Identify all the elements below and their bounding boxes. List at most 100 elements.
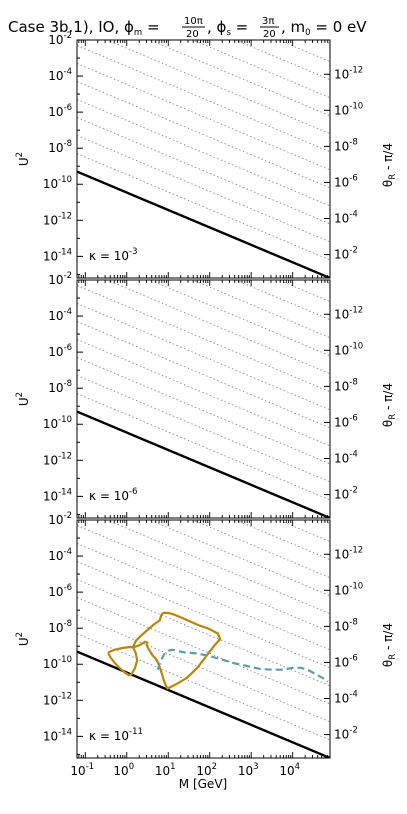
panel-frame xyxy=(76,519,331,759)
y-tick-label: 10-12 xyxy=(43,211,72,227)
dotted-reference-line xyxy=(277,280,330,303)
right-axis-label: θR - π/4 xyxy=(381,383,398,427)
y-tick-label: 10-10 xyxy=(43,655,72,671)
y-tick-label: 10-6 xyxy=(48,583,72,599)
theta-contour-lines xyxy=(77,40,330,261)
y-tick-label: 10-14 xyxy=(43,487,72,503)
dotted-reference-line xyxy=(77,153,330,261)
right-tick-label: 10-2 xyxy=(334,726,358,742)
title-phi-m-num: 10π xyxy=(184,16,203,27)
y-tick-label: 10-4 xyxy=(48,307,72,323)
title-phi-m: ϕ xyxy=(124,18,134,36)
x-axis-label: M [GeV] xyxy=(179,777,227,791)
y-tick-label: 10-2 xyxy=(48,511,72,527)
title-m0: m xyxy=(291,18,306,36)
right-tick-label: 10-4 xyxy=(334,450,358,466)
dotted-reference-line xyxy=(148,520,330,597)
lower-bound-line xyxy=(77,170,330,278)
title-eq-1: = xyxy=(142,18,159,36)
right-axis-label: θR - π/4 xyxy=(381,143,398,187)
lower-bound-line xyxy=(77,650,330,758)
panel-top: 10-2 10-4 10-6 10-8 10-10 10-12 10-14 10-12 10-1… xyxy=(15,31,398,279)
x-tick-label: 102 xyxy=(196,762,217,778)
y-tick-label: 10-14 xyxy=(43,727,72,743)
dotted-reference-line xyxy=(234,520,330,561)
kappa-annotation: κ = 10-6 xyxy=(89,487,138,503)
right-tick-label: 10-2 xyxy=(334,246,358,262)
y-tick-label: 10-14 xyxy=(43,247,72,263)
x-tick-label: 101 xyxy=(155,762,176,778)
kappa-annotation: κ = 10-3 xyxy=(89,247,138,263)
y-tick-label: 10-4 xyxy=(48,67,72,83)
dotted-reference-line xyxy=(77,579,330,687)
y-tick-label: 10-8 xyxy=(48,619,72,635)
x-tick-label: 10-1 xyxy=(70,762,94,778)
y-tick-label: 10-10 xyxy=(43,175,72,191)
right-tick-label: 10-4 xyxy=(334,690,358,706)
y-tick-label: 10-8 xyxy=(48,379,72,395)
dotted-reference-line xyxy=(148,280,330,357)
dotted-reference-line xyxy=(77,135,330,243)
title-m0-value: = 0 eV xyxy=(311,18,368,36)
dotted-reference-line xyxy=(77,63,330,171)
dotted-reference-line xyxy=(77,99,330,207)
y-tick-label: 10-6 xyxy=(48,343,72,359)
right-tick-label: 10-2 xyxy=(334,486,358,502)
dotted-reference-line xyxy=(148,40,330,117)
dotted-reference-line xyxy=(320,520,330,525)
title-phi-s-num: 3π xyxy=(262,16,274,27)
right-tick-label: 10-12 xyxy=(334,545,363,561)
y-axis-label: U2 xyxy=(15,392,31,406)
solid-contour xyxy=(107,611,222,690)
theta-contour-lines xyxy=(77,280,330,501)
x-tick-label: 100 xyxy=(113,762,134,778)
dotted-reference-line xyxy=(77,303,330,411)
x-tick-label: 104 xyxy=(279,762,300,778)
dotted-reference-line xyxy=(77,615,330,723)
right-tick-label: 10-10 xyxy=(334,581,363,597)
y-tick-label: 10-10 xyxy=(43,415,72,431)
y-tick-label: 10-6 xyxy=(48,103,72,119)
dotted-reference-line xyxy=(277,520,330,543)
dotted-reference-line xyxy=(77,321,330,429)
right-tick-label: 10-4 xyxy=(334,210,358,226)
chart-title: Case 3b.1), IO, ϕm = 10π 20 , ϕs = 3π 20… xyxy=(8,16,367,40)
dotted-reference-line xyxy=(77,81,330,189)
y-tick-label: 10-2 xyxy=(48,31,72,47)
dotted-reference-line xyxy=(77,524,330,633)
panel-middle: 10-2 10-4 10-6 10-8 10-10 10-12 10-14 10-12 10-1… xyxy=(15,271,398,519)
title-m0-sub: 0 xyxy=(305,28,310,38)
dotted-reference-line xyxy=(77,375,330,483)
y-tick-label: 10-12 xyxy=(43,451,72,467)
right-tick-label: 10-6 xyxy=(334,653,358,669)
y-axis-label: U2 xyxy=(15,152,31,166)
panel-bottom: 10-2 10-4 10-6 10-8 10-10 10-12 10-14 10-1 100 10… xyxy=(15,511,398,778)
dotted-reference-line xyxy=(77,117,330,225)
title-prefix: Case 3b.1), IO, xyxy=(8,18,124,36)
y-axis-label: U2 xyxy=(15,632,31,646)
title-phi-s: ϕ xyxy=(217,18,227,36)
dotted-reference-line xyxy=(77,393,330,501)
dotted-reference-line xyxy=(77,543,330,651)
y-tick-label: 10-12 xyxy=(43,691,72,707)
dotted-reference-line xyxy=(105,40,330,135)
dotted-reference-line xyxy=(234,280,330,321)
right-tick-label: 10-6 xyxy=(334,413,358,429)
right-tick-label: 10-12 xyxy=(334,305,363,321)
dotted-reference-line xyxy=(320,280,330,285)
kappa-annotation: κ = 10-11 xyxy=(89,727,143,743)
panel-frame xyxy=(76,39,331,279)
dotted-reference-line xyxy=(191,520,330,579)
y-tick-label: 10-8 xyxy=(48,139,72,155)
dotted-reference-line xyxy=(277,40,330,63)
panels: 10-210-410-610-810-1010-1210-1410-1210-1… xyxy=(15,31,398,778)
dotted-reference-line xyxy=(77,284,330,393)
right-tick-label: 10-8 xyxy=(334,617,358,633)
title-comma-1: , ϕs = xyxy=(207,18,248,38)
title-phi-s-den: 20 xyxy=(263,29,276,40)
panel-frame xyxy=(76,279,331,519)
dotted-reference-line xyxy=(105,280,330,375)
right-axis-label: θR - π/4 xyxy=(381,623,398,667)
dotted-reference-line xyxy=(77,357,330,465)
